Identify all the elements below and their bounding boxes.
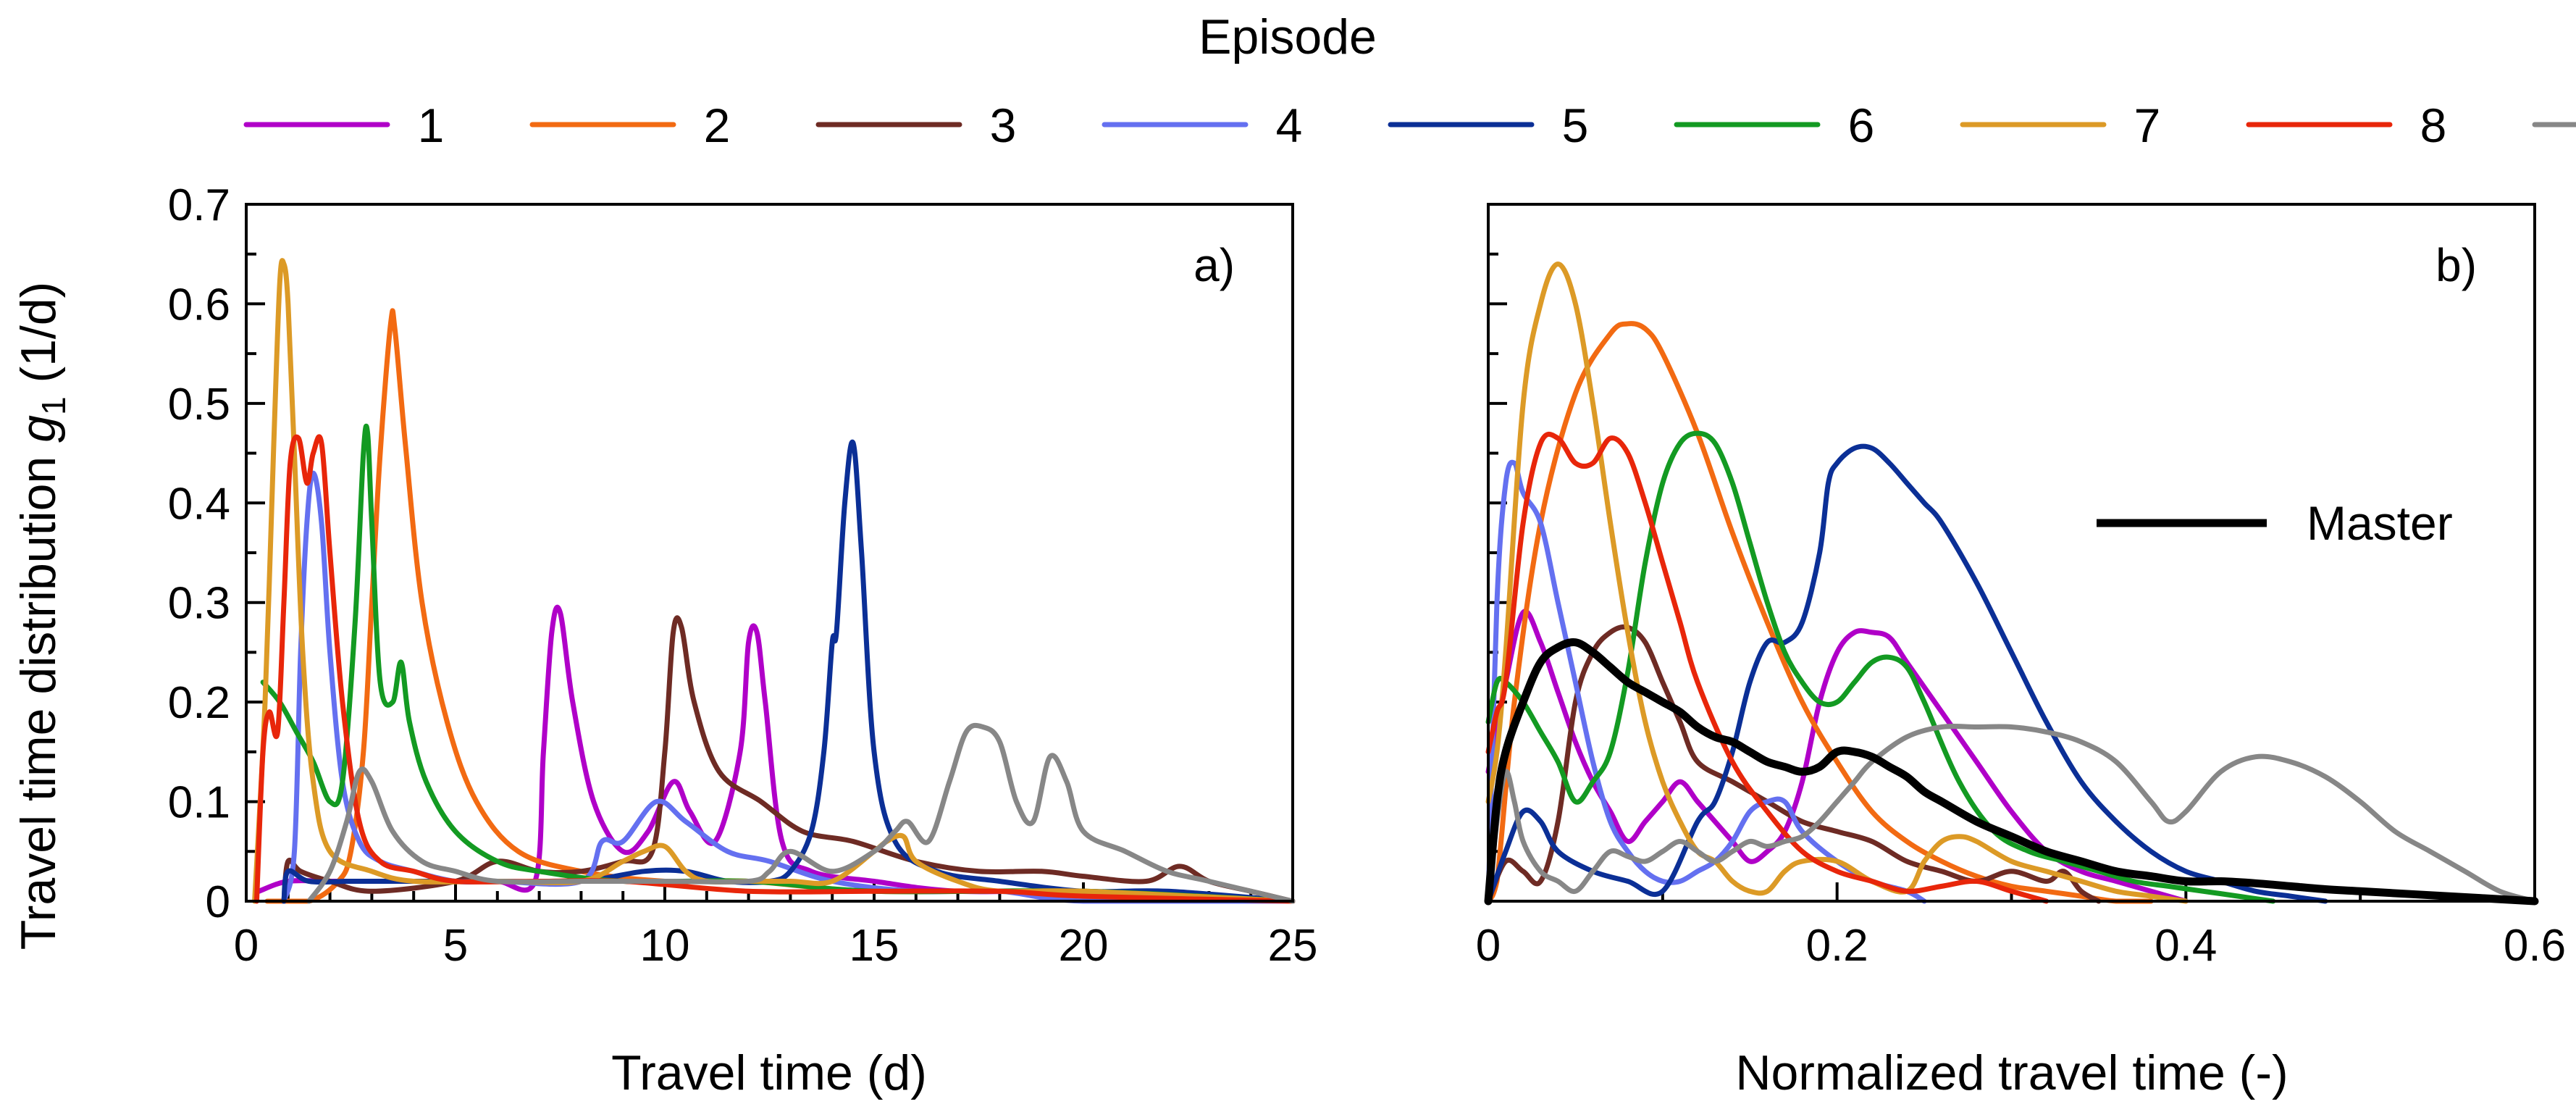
panel-b-series-episode-2	[1485, 321, 2154, 904]
panel-b-series-episode-4	[1485, 459, 1927, 904]
y-tick-label: 0.1	[168, 778, 230, 828]
legend-entry-8: 8	[2246, 99, 2447, 152]
y-tick-label: 0.2	[168, 678, 230, 728]
legend-title: Episode	[1199, 9, 1377, 64]
legend-entry-3: 3	[815, 99, 1017, 152]
legend-label-3: 3	[990, 99, 1017, 152]
legend-entry-9: 9	[2532, 122, 2576, 127]
panel-a-series-episode-6	[260, 423, 1296, 904]
y-axis-title-prefix: Travel time distribution	[11, 443, 66, 950]
y-axis-title-variable: g	[11, 415, 66, 443]
panel-a-series-episode-8	[253, 434, 1296, 904]
panel-a-x-tick-label: 0	[234, 921, 259, 971]
panel-b-series	[1484, 262, 2539, 906]
legend-items: 1 2 3 4 5 6 7 8 9	[243, 99, 2576, 152]
panel-b-ticks: 0 0.2 0.4 0.6	[1476, 203, 2566, 971]
panel-a-series-episode-4	[281, 470, 1296, 904]
panel-a-series	[252, 258, 1296, 904]
panel-b-series-episode-8	[1485, 431, 2050, 904]
panel-b-series-episode-3	[1485, 624, 2102, 904]
panel-a-x-tick-label: 15	[849, 921, 899, 971]
panel-b-frame	[1487, 203, 2536, 903]
y-tick-label: 0.6	[168, 280, 230, 330]
legend: Episode 1 2 3 4 5 6 7 8 9	[243, 9, 2576, 152]
panel-b-label: b)	[2436, 239, 2477, 291]
panel-a-frame	[245, 203, 1294, 903]
y-axis-title: Travel time distribution g1 (1/d)	[11, 282, 72, 950]
legend-entry-7: 7	[1960, 99, 2161, 152]
y-tick-label: 0.4	[168, 479, 230, 529]
panel-b-x-tick-label: 0.4	[2155, 921, 2217, 971]
panel-b: 0 0.2 0.4 0.6 b) Normalized travel time (-)…	[1476, 203, 2566, 1100]
legend-label-1: 1	[418, 99, 445, 152]
panel-b-series-episode-9	[1485, 723, 2538, 904]
legend-entry-2: 2	[529, 99, 731, 152]
panel-b-x-tick-label: 0.2	[1806, 921, 1868, 971]
panel-a-series-episode-2	[264, 308, 1296, 904]
panel-b-x-tick-label: 0.6	[2504, 921, 2566, 971]
panel-b-series-episode-6	[1485, 430, 2276, 904]
legend-label-4: 4	[1276, 99, 1303, 152]
legend-entry-4: 4	[1102, 99, 1303, 152]
legend-label-5: 5	[1562, 99, 1589, 152]
legend-label-7: 7	[2134, 99, 2161, 152]
master-legend-label: Master	[2307, 496, 2453, 550]
panel-a-ticks: 0 0.1 0.2 0.3 0.4 0.5 0.6 0.7 0 5 10 15 20 25	[168, 180, 1318, 971]
panel-b-x-tick-label: 0	[1476, 921, 1501, 971]
legend-entry-6: 6	[1674, 99, 1875, 152]
y-tick-label: 0	[206, 877, 230, 927]
y-tick-label: 0.3	[168, 579, 230, 629]
legend-entry-1: 1	[243, 99, 445, 152]
y-axis-title-subscript: 1	[35, 396, 72, 415]
panel-a-x-axis-title: Travel time (d)	[611, 1045, 927, 1100]
y-tick-label: 0.5	[168, 380, 230, 430]
legend-label-8: 8	[2420, 99, 2447, 152]
panel-a-x-tick-label: 5	[443, 921, 468, 971]
panel-b-series-master	[1484, 637, 2539, 906]
panel-a-x-tick-label: 25	[1268, 921, 1318, 971]
legend-entry-5: 5	[1388, 99, 1589, 152]
panel-a-label: a)	[1193, 239, 1235, 291]
legend-label-6: 6	[1848, 99, 1875, 152]
y-tick-label: 0.7	[168, 180, 230, 230]
panel-b-x-axis-title: Normalized travel time (-)	[1735, 1045, 2288, 1100]
panel-a-x-tick-label: 20	[1059, 921, 1109, 971]
panel-b-series-episode-5	[1485, 443, 2328, 904]
y-axis-title-suffix: (1/d)	[11, 282, 66, 397]
panel-a-series-episode-9	[306, 722, 1296, 904]
legend-label-2: 2	[704, 99, 731, 152]
panel-a: 0 0.1 0.2 0.3 0.4 0.5 0.6 0.7 0 5 10 15 20 25 a) Trav…	[168, 180, 1318, 1100]
panel-a-x-tick-label: 10	[640, 921, 690, 971]
